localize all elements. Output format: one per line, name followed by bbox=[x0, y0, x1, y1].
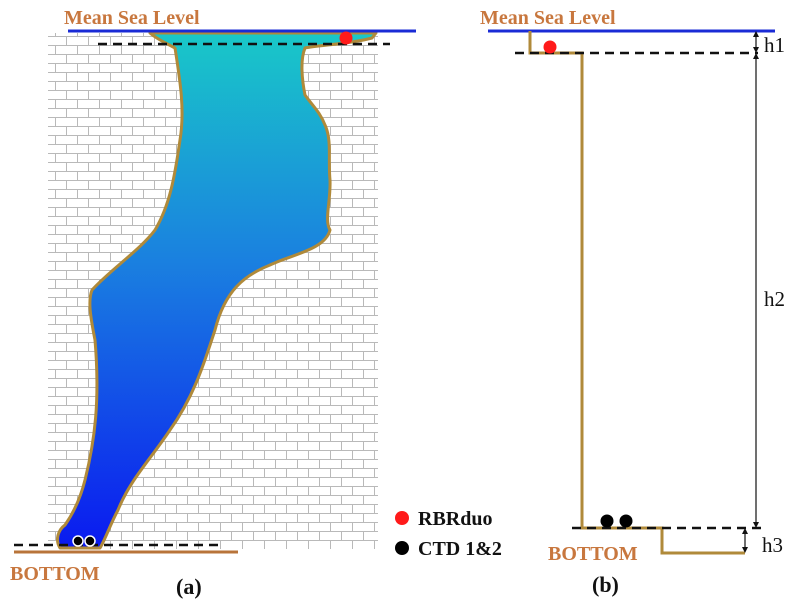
bottom-label-b: BOTTOM bbox=[548, 543, 638, 565]
ctd-1-sensor-marker bbox=[72, 535, 84, 547]
cave-profile-b bbox=[528, 31, 745, 555]
h3-dimension-arrow bbox=[742, 528, 748, 553]
legend-ctd-swatch bbox=[395, 541, 409, 555]
h1-dimension-arrow bbox=[753, 31, 759, 53]
h3-label: h3 bbox=[762, 533, 783, 557]
panel-b: h1 h2 h3 Mean Sea Level BOTTOM (b) bbox=[480, 7, 785, 597]
mean-sea-level-label-a: Mean Sea Level bbox=[64, 7, 200, 29]
h1-label: h1 bbox=[764, 33, 785, 57]
rbrduo-sensor-marker-b bbox=[543, 40, 557, 54]
legend-ctd-label: CTD 1&2 bbox=[418, 538, 502, 560]
panel-a-caption: (a) bbox=[176, 574, 202, 599]
cave-water-body bbox=[56, 31, 378, 550]
legend: RBRduo CTD 1&2 bbox=[395, 508, 502, 560]
ctd-1-sensor-marker-b bbox=[600, 514, 614, 528]
bottom-label-a: BOTTOM bbox=[10, 563, 100, 585]
ctd-2-sensor-marker bbox=[84, 535, 96, 547]
ctd-2-sensor-marker-b bbox=[619, 514, 633, 528]
h2-dimension-arrow bbox=[753, 53, 759, 528]
panel-b-caption: (b) bbox=[592, 572, 619, 597]
legend-rbrduo-label: RBRduo bbox=[418, 508, 492, 530]
rbrduo-sensor-marker bbox=[339, 31, 353, 45]
mean-sea-level-label-b: Mean Sea Level bbox=[480, 7, 616, 29]
legend-rbrduo-swatch bbox=[395, 511, 409, 525]
h2-label: h2 bbox=[764, 287, 785, 311]
panel-a: Mean Sea Level BOTTOM (a) bbox=[10, 7, 416, 599]
